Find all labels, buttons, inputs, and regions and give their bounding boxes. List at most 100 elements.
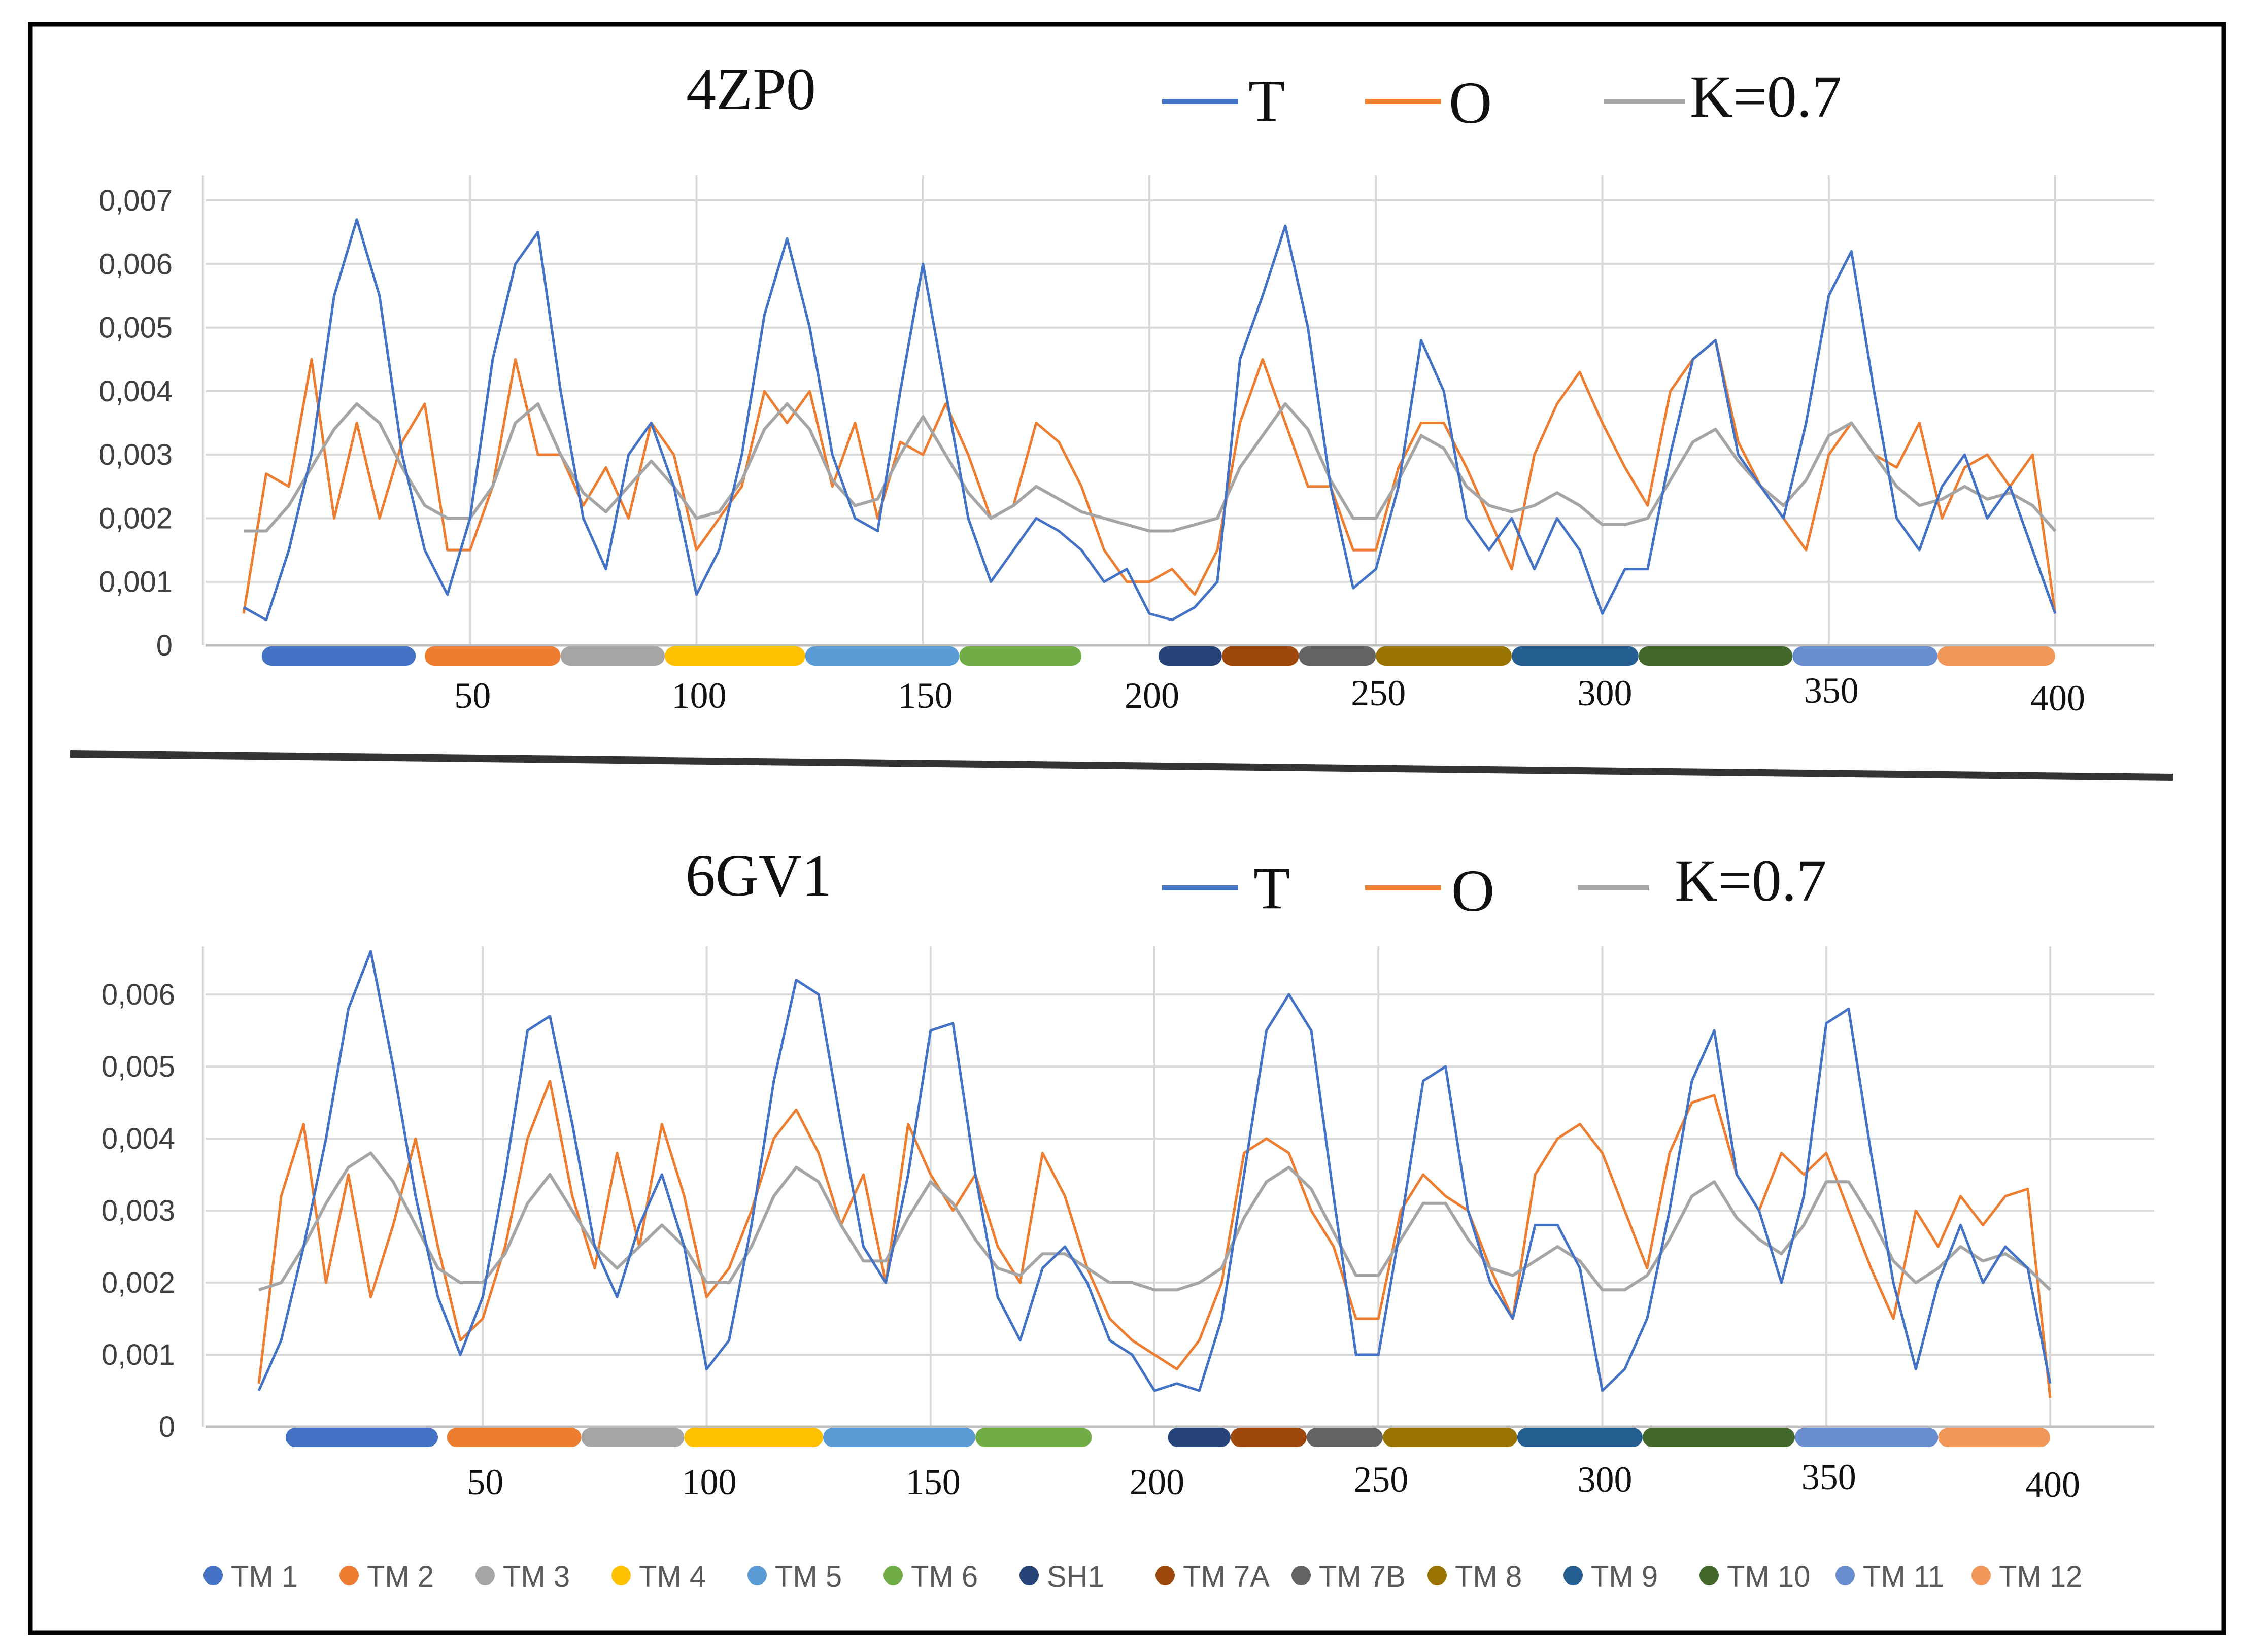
segment-tm-5	[805, 646, 960, 666]
segment-tm-12	[1937, 646, 2055, 666]
x-tick-label: 150	[898, 675, 953, 716]
legend-label-tm-11: TM 11	[1863, 1560, 1944, 1593]
legend-label-k: K=0.7	[1690, 63, 1842, 130]
plot-area: 0 0,001 0,002 0,003 0,004 0,005 0,006 50 100 150 2…	[101, 946, 2154, 1505]
chart-title: 4ZP0	[686, 56, 816, 122]
legend-label-tm-5: TM 5	[775, 1560, 842, 1593]
legend-label-tm-4: TM 4	[639, 1560, 706, 1593]
legend-label-k: K=0.7	[1675, 847, 1826, 914]
y-tick-label: 0,001	[99, 566, 173, 599]
y-tick-label: 0,007	[99, 184, 173, 217]
legend-label-tm-6: TM 6	[911, 1560, 978, 1593]
legend-label-tm-3: TM 3	[503, 1560, 570, 1593]
series-line-k-0-7	[258, 1151, 2052, 1292]
segment-sh1	[1158, 646, 1222, 666]
legend-label-t: T	[1253, 855, 1290, 921]
legend-marker-tm-4	[611, 1566, 631, 1585]
segment-tm-8	[1376, 646, 1512, 666]
x-tick-label: 50	[467, 1462, 503, 1502]
panel-6gv1: 6GV1 T O K=0.7 0 0,001 0,002 0,003 0,004 0,00…	[101, 842, 2154, 1505]
segment-tm-2	[425, 646, 561, 666]
x-tick-label: 300	[1578, 1459, 1633, 1500]
legend-marker-tm-3	[475, 1566, 495, 1585]
segment-tm-10	[1642, 1428, 1795, 1447]
x-tick-label: 350	[1801, 1457, 1856, 1497]
legend-label-sh1: SH1	[1047, 1560, 1104, 1593]
y-tick-label: 0,003	[99, 438, 173, 471]
x-tick-label: 50	[454, 675, 491, 716]
x-tick-label: 400	[2025, 1464, 2080, 1505]
legend-marker-tm-2	[339, 1566, 359, 1585]
legend: T O K=0.7	[1162, 847, 1826, 924]
y-tick-label: 0	[159, 1410, 175, 1443]
x-tick-label: 250	[1353, 1459, 1408, 1500]
segment-tm-1	[285, 1428, 438, 1447]
legend-marker-tm-9	[1563, 1566, 1583, 1585]
x-tick-label: 300	[1578, 673, 1633, 713]
legend-marker-tm-8	[1427, 1566, 1447, 1585]
x-tick-label: 100	[682, 1462, 737, 1502]
series-line-t	[243, 218, 2057, 622]
chart-title: 6GV1	[686, 842, 832, 909]
x-tick-label: 200	[1130, 1462, 1184, 1502]
legend-label-tm-2: TM 2	[367, 1560, 434, 1593]
y-tick-label: 0,002	[99, 502, 173, 535]
x-tick-label: 250	[1351, 673, 1406, 713]
segment-tm-11	[1792, 646, 1937, 666]
segment-tm-7b	[1299, 646, 1376, 666]
legend-label-tm-7a: TM 7A	[1183, 1560, 1270, 1593]
legend-label-o: O	[1449, 70, 1492, 136]
y-tick-label: 0,004	[101, 1122, 175, 1155]
legend-marker-tm-10	[1699, 1566, 1719, 1585]
legend-label-tm-12: TM 12	[1999, 1560, 2082, 1593]
panel-divider	[70, 750, 2173, 781]
segment-tm-8	[1383, 1428, 1517, 1447]
legend-label-tm-7b: TM 7B	[1319, 1560, 1406, 1593]
segment-tm-3	[581, 1428, 685, 1447]
segment-tm-2	[447, 1428, 582, 1447]
segment-tm-3	[560, 646, 665, 666]
x-tick-label: 150	[906, 1462, 961, 1502]
y-tick-label: 0,003	[101, 1194, 175, 1227]
x-tick-label: 400	[2030, 678, 2085, 718]
figure-border	[28, 22, 2226, 1635]
series-line-t	[257, 950, 2052, 1392]
y-tick-label: 0,006	[99, 248, 173, 281]
segment-tm-7b	[1307, 1428, 1383, 1447]
y-tick-label: 0,005	[99, 312, 173, 345]
panel-4zp0: 4ZP0 T O K=0.7 0 0,001 0,002 0,003 0,004 0,00…	[99, 56, 2154, 718]
legend-label-tm-1: TM 1	[231, 1560, 298, 1593]
legend-marker-tm-12	[1971, 1566, 1991, 1585]
legend-marker-tm-7a	[1155, 1566, 1175, 1585]
plot-area: 0 0,001 0,002 0,003 0,004 0,005 0,006 0,007 50 10…	[99, 175, 2154, 718]
legend-marker-tm-7b	[1291, 1566, 1311, 1585]
segment-tm-7a	[1231, 1428, 1307, 1447]
y-tick-label: 0,001	[101, 1338, 175, 1371]
segment-tm-9	[1512, 646, 1639, 666]
segment-tm-12	[1938, 1428, 2050, 1447]
y-tick-label: 0,005	[101, 1050, 175, 1083]
legend-label-t: T	[1248, 67, 1285, 134]
x-tick-label: 200	[1125, 675, 1179, 716]
legend-label-tm-9: TM 9	[1591, 1560, 1658, 1593]
segment-tm-6	[959, 646, 1082, 666]
segment-tm-6	[975, 1428, 1092, 1447]
legend-label-o: O	[1451, 857, 1494, 924]
legend-label-tm-8: TM 8	[1455, 1560, 1522, 1593]
segment-legend: TM 1 TM 2 TM 3 TM 4 TM 5 TM 6 SH1 TM 7A TM 7B TM …	[203, 1560, 2082, 1593]
segment-tm-10	[1638, 646, 1793, 666]
segment-tm-4	[684, 1428, 823, 1447]
segment-tm-5	[823, 1428, 975, 1447]
x-tick-label: 350	[1804, 670, 1859, 711]
segment-tm-7a	[1221, 646, 1299, 666]
legend-marker-tm-1	[203, 1566, 223, 1585]
y-tick-label: 0	[156, 629, 173, 662]
segment-tm-11	[1794, 1428, 1939, 1447]
x-tick-label: 100	[672, 675, 727, 716]
y-tick-label: 0,002	[101, 1266, 175, 1299]
legend: T O K=0.7	[1162, 63, 1842, 136]
segment-tm-1	[261, 646, 416, 666]
legend-label-tm-10: TM 10	[1727, 1560, 1810, 1593]
